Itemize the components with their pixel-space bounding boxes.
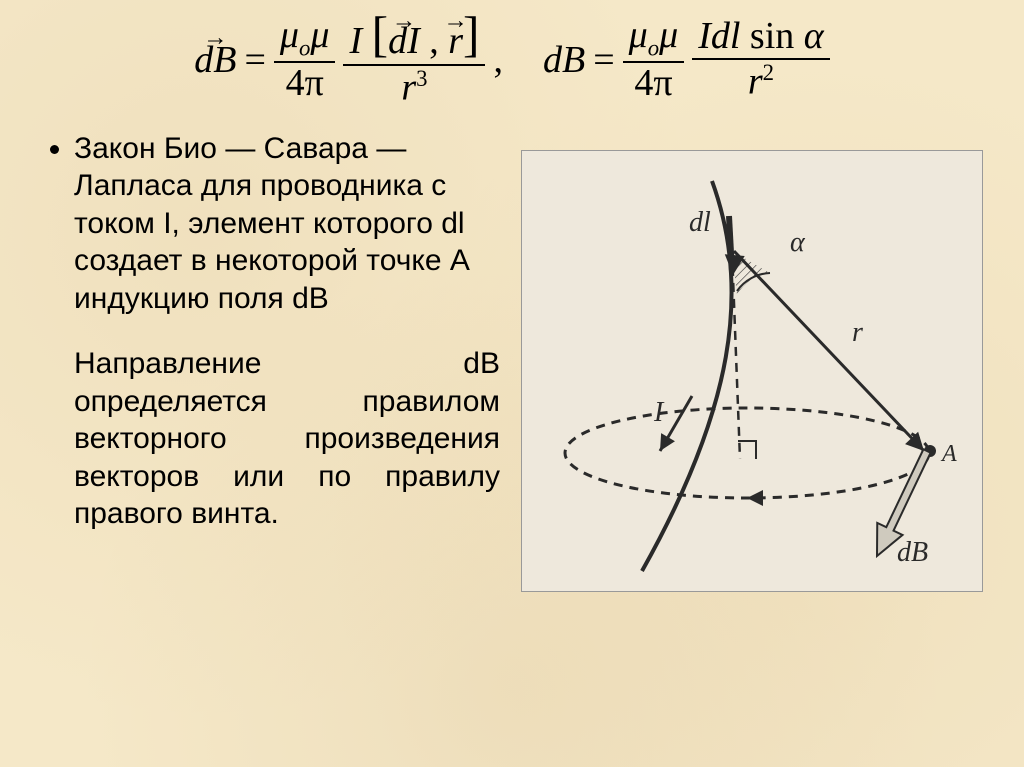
svg-text:α: α bbox=[790, 227, 806, 258]
comma: , bbox=[493, 38, 503, 82]
text-column: Закон Био — Савара — Лапласа для проводн… bbox=[40, 130, 500, 592]
lhs-dB-scalar: dB bbox=[543, 38, 585, 82]
content-row: Закон Био — Савара — Лапласа для проводн… bbox=[0, 130, 1024, 592]
svg-text:r: r bbox=[852, 317, 863, 348]
formula-row: dB = μoμ 4π I [dI , r] r3 , dB = μoμ 4π bbox=[0, 0, 1024, 110]
mu-fraction: μoμ 4π bbox=[623, 15, 685, 104]
diagram-column: dl α Ir AdB bbox=[520, 130, 984, 592]
formula-scalar: dB = μoμ 4π Idl sin α r2 bbox=[543, 10, 830, 110]
svg-text:A: A bbox=[940, 441, 957, 467]
equals: = bbox=[593, 38, 614, 82]
paragraph-direction: Направление dB определяется правилом век… bbox=[40, 345, 500, 533]
mu-fraction: μoμ 4π bbox=[274, 15, 336, 104]
svg-text:dB: dB bbox=[897, 537, 928, 568]
lhs-dB: dB bbox=[194, 38, 236, 82]
cross-product-fraction: I [dI , r] r3 bbox=[343, 10, 485, 110]
svg-text:I: I bbox=[653, 397, 665, 428]
bullet-biot-savart: Закон Био — Савара — Лапласа для проводн… bbox=[74, 130, 500, 318]
equals: = bbox=[244, 38, 265, 82]
biot-savart-diagram: dl α Ir AdB bbox=[521, 150, 983, 592]
sin-fraction: Idl sin α r2 bbox=[692, 16, 830, 103]
svg-text:dl: dl bbox=[689, 207, 711, 238]
diagram-svg: dl α Ir AdB bbox=[522, 151, 982, 591]
formula-vector: dB = μoμ 4π I [dI , r] r3 , bbox=[194, 10, 503, 110]
bullet-list: Закон Био — Савара — Лапласа для проводн… bbox=[40, 130, 500, 318]
